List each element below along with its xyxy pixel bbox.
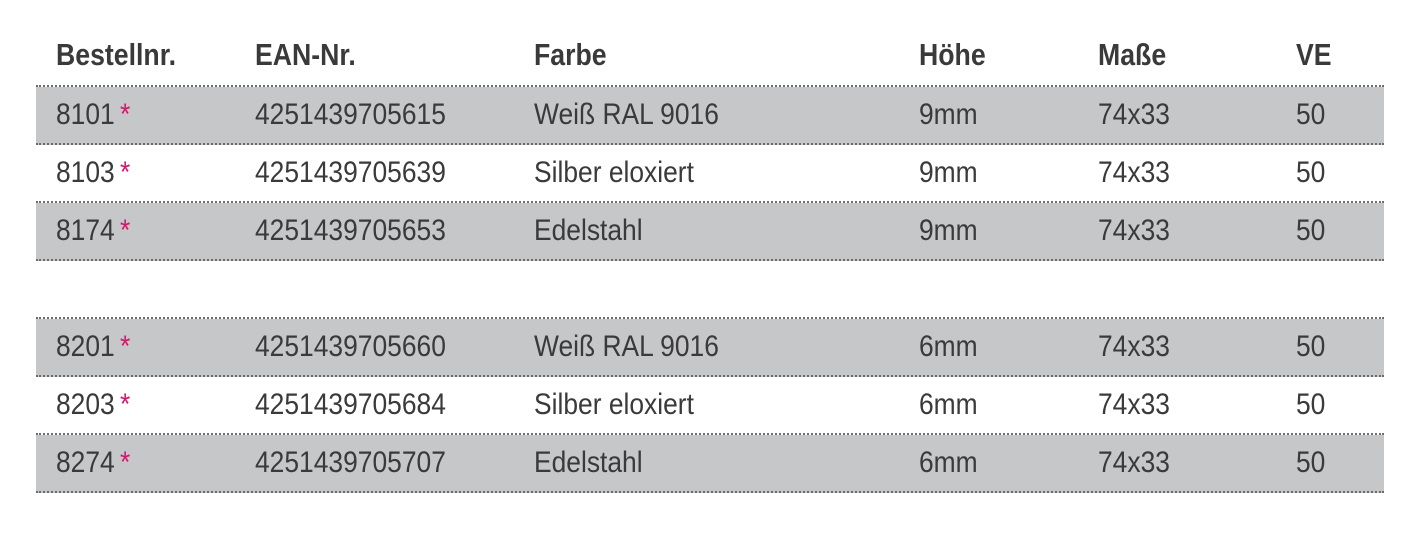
- cell-farbe: Weiß RAL 9016: [534, 98, 719, 131]
- cell-ean: 4251439705707: [255, 446, 446, 479]
- cell-hoehe: 6mm: [919, 446, 978, 479]
- cell-farbe: Weiß RAL 9016: [534, 330, 719, 363]
- header-hoehe: Höhe: [919, 37, 986, 72]
- header-masse: Maße: [1098, 37, 1167, 72]
- table-row: 8203 * 4251439705684 Silber eloxiert 6mm …: [36, 377, 1384, 435]
- cell-masse: 74x33: [1098, 214, 1170, 247]
- cell-masse: 74x33: [1098, 330, 1170, 363]
- star-marker: *: [120, 446, 131, 479]
- cell-masse: 74x33: [1098, 446, 1170, 479]
- table-header: Bestellnr. EAN-Nr. Farbe Höhe Maße VE: [36, 0, 1384, 87]
- cell-bestellnr: 8103 *: [56, 156, 131, 189]
- header-bestellnr: Bestellnr.: [56, 37, 177, 72]
- star-marker: *: [120, 214, 131, 247]
- cell-hoehe: 9mm: [919, 98, 978, 131]
- cell-farbe: Edelstahl: [534, 446, 643, 479]
- cell-ve: 50: [1296, 446, 1326, 479]
- cell-masse: 74x33: [1098, 156, 1170, 189]
- cell-hoehe: 6mm: [919, 388, 978, 421]
- cell-ean: 4251439705653: [255, 214, 446, 247]
- cell-ean: 4251439705615: [255, 98, 446, 131]
- cell-ean: 4251439705660: [255, 330, 446, 363]
- star-marker: *: [120, 98, 131, 131]
- header-farbe: Farbe: [534, 37, 607, 72]
- cell-ve: 50: [1296, 388, 1326, 421]
- star-marker: *: [120, 330, 131, 363]
- cell-masse: 74x33: [1098, 388, 1170, 421]
- cell-ve: 50: [1296, 98, 1326, 131]
- cell-ve: 50: [1296, 214, 1326, 247]
- header-ean: EAN-Nr.: [255, 37, 356, 72]
- cell-ean: 4251439705684: [255, 388, 446, 421]
- table-row: 8274 * 4251439705707 Edelstahl 6mm 74x33 …: [36, 435, 1384, 493]
- product-table: Bestellnr. EAN-Nr. Farbe Höhe Maße VE 81…: [36, 0, 1384, 493]
- group-spacer: [36, 261, 1384, 319]
- cell-bestellnr: 8203 *: [56, 388, 131, 421]
- cell-hoehe: 6mm: [919, 330, 978, 363]
- cell-ve: 50: [1296, 330, 1326, 363]
- cell-masse: 74x33: [1098, 98, 1170, 131]
- table-row: 8101 * 4251439705615 Weiß RAL 9016 9mm 74…: [36, 87, 1384, 145]
- cell-hoehe: 9mm: [919, 214, 978, 247]
- cell-farbe: Silber eloxiert: [534, 156, 694, 189]
- cell-bestellnr: 8101 *: [56, 98, 131, 131]
- cell-farbe: Silber eloxiert: [534, 388, 694, 421]
- cell-bestellnr: 8201 *: [56, 330, 131, 363]
- cell-bestellnr: 8274 *: [56, 446, 131, 479]
- cell-hoehe: 9mm: [919, 156, 978, 189]
- cell-farbe: Edelstahl: [534, 214, 643, 247]
- star-marker: *: [120, 156, 131, 189]
- table-row: 8103 * 4251439705639 Silber eloxiert 9mm …: [36, 145, 1384, 203]
- cell-ean: 4251439705639: [255, 156, 446, 189]
- cell-bestellnr: 8174 *: [56, 214, 131, 247]
- table-row: 8201 * 4251439705660 Weiß RAL 9016 6mm 74…: [36, 319, 1384, 377]
- header-ve: VE: [1296, 37, 1332, 72]
- table-row: 8174 * 4251439705653 Edelstahl 9mm 74x33 …: [36, 203, 1384, 261]
- cell-ve: 50: [1296, 156, 1326, 189]
- star-marker: *: [120, 388, 131, 421]
